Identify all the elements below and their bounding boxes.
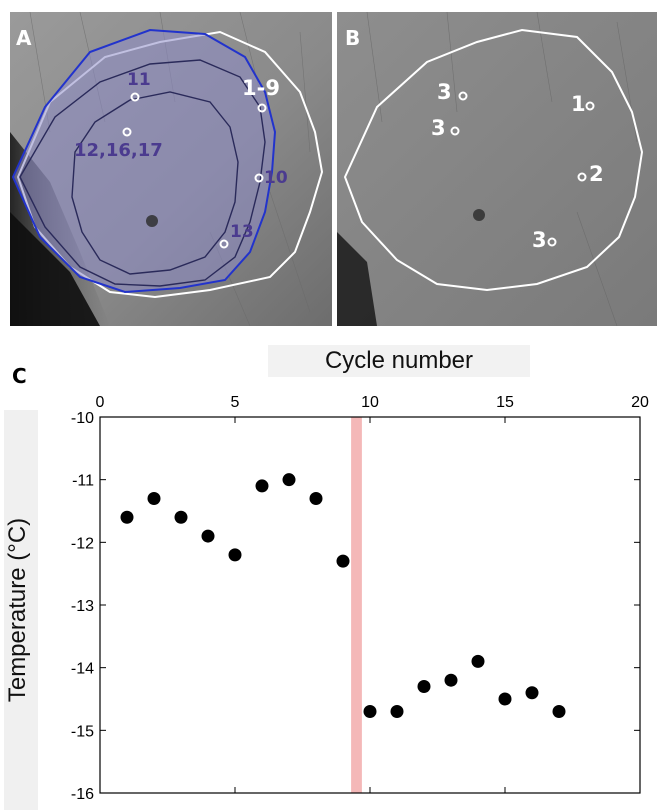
panel-b-letter: B	[345, 26, 361, 50]
location-label: 1	[571, 92, 586, 116]
data-point	[309, 491, 323, 505]
x-tick-label: 10	[361, 394, 379, 411]
data-point	[255, 479, 269, 493]
panel-c-letter: C	[12, 364, 27, 388]
location-label: 11	[127, 70, 151, 90]
data-point	[174, 510, 188, 524]
location-label: 10	[264, 168, 288, 188]
panel-a-letter: A	[16, 26, 32, 50]
location-label: 12,16,17	[74, 140, 163, 161]
panel-b-image	[337, 12, 657, 326]
location-label: 3	[532, 228, 547, 252]
x-tick-label: 20	[631, 394, 649, 411]
x-tick-label: 5	[231, 394, 240, 411]
data-point	[444, 673, 458, 687]
location-label: 3	[437, 80, 452, 104]
y-tick-label: -11	[72, 473, 94, 490]
location-label: 3	[431, 116, 446, 140]
data-point	[228, 548, 242, 562]
data-point	[363, 705, 377, 719]
data-point	[120, 510, 134, 524]
x-tick-label: 0	[96, 394, 105, 411]
plot-frame	[99, 416, 641, 794]
location-label: 1-9	[242, 76, 280, 100]
contour-blue	[11, 28, 277, 294]
data-point	[336, 554, 350, 568]
contour-outer-white	[343, 28, 644, 292]
data-point	[525, 686, 539, 700]
data-point	[390, 705, 404, 719]
panel-a-micrograph: A 11 1-9 12,16,17 10 13	[10, 12, 332, 326]
y-tick-label: -13	[71, 598, 94, 615]
location-label: 13	[230, 222, 254, 242]
y-tick-label: -14	[71, 661, 94, 678]
y-tick-label: -16	[71, 786, 94, 803]
x-tick-label: 15	[496, 394, 514, 411]
y-tick-label: -10	[71, 410, 94, 427]
panel-a-image	[10, 12, 332, 326]
data-point	[147, 491, 161, 505]
panel-b-micrograph: B 3 3 1 2 3	[337, 12, 657, 326]
highlight-band	[351, 417, 362, 793]
y-tick-label: -12	[71, 535, 94, 552]
y-tick-label: -15	[71, 723, 94, 740]
data-point	[471, 654, 485, 668]
data-point	[498, 692, 512, 706]
data-point	[282, 473, 296, 487]
x-axis-title: Cycle number	[268, 345, 530, 377]
location-label: 2	[589, 162, 604, 186]
data-point	[552, 705, 566, 719]
data-point	[201, 529, 215, 543]
data-point	[417, 679, 431, 693]
contour-inner	[71, 91, 239, 275]
